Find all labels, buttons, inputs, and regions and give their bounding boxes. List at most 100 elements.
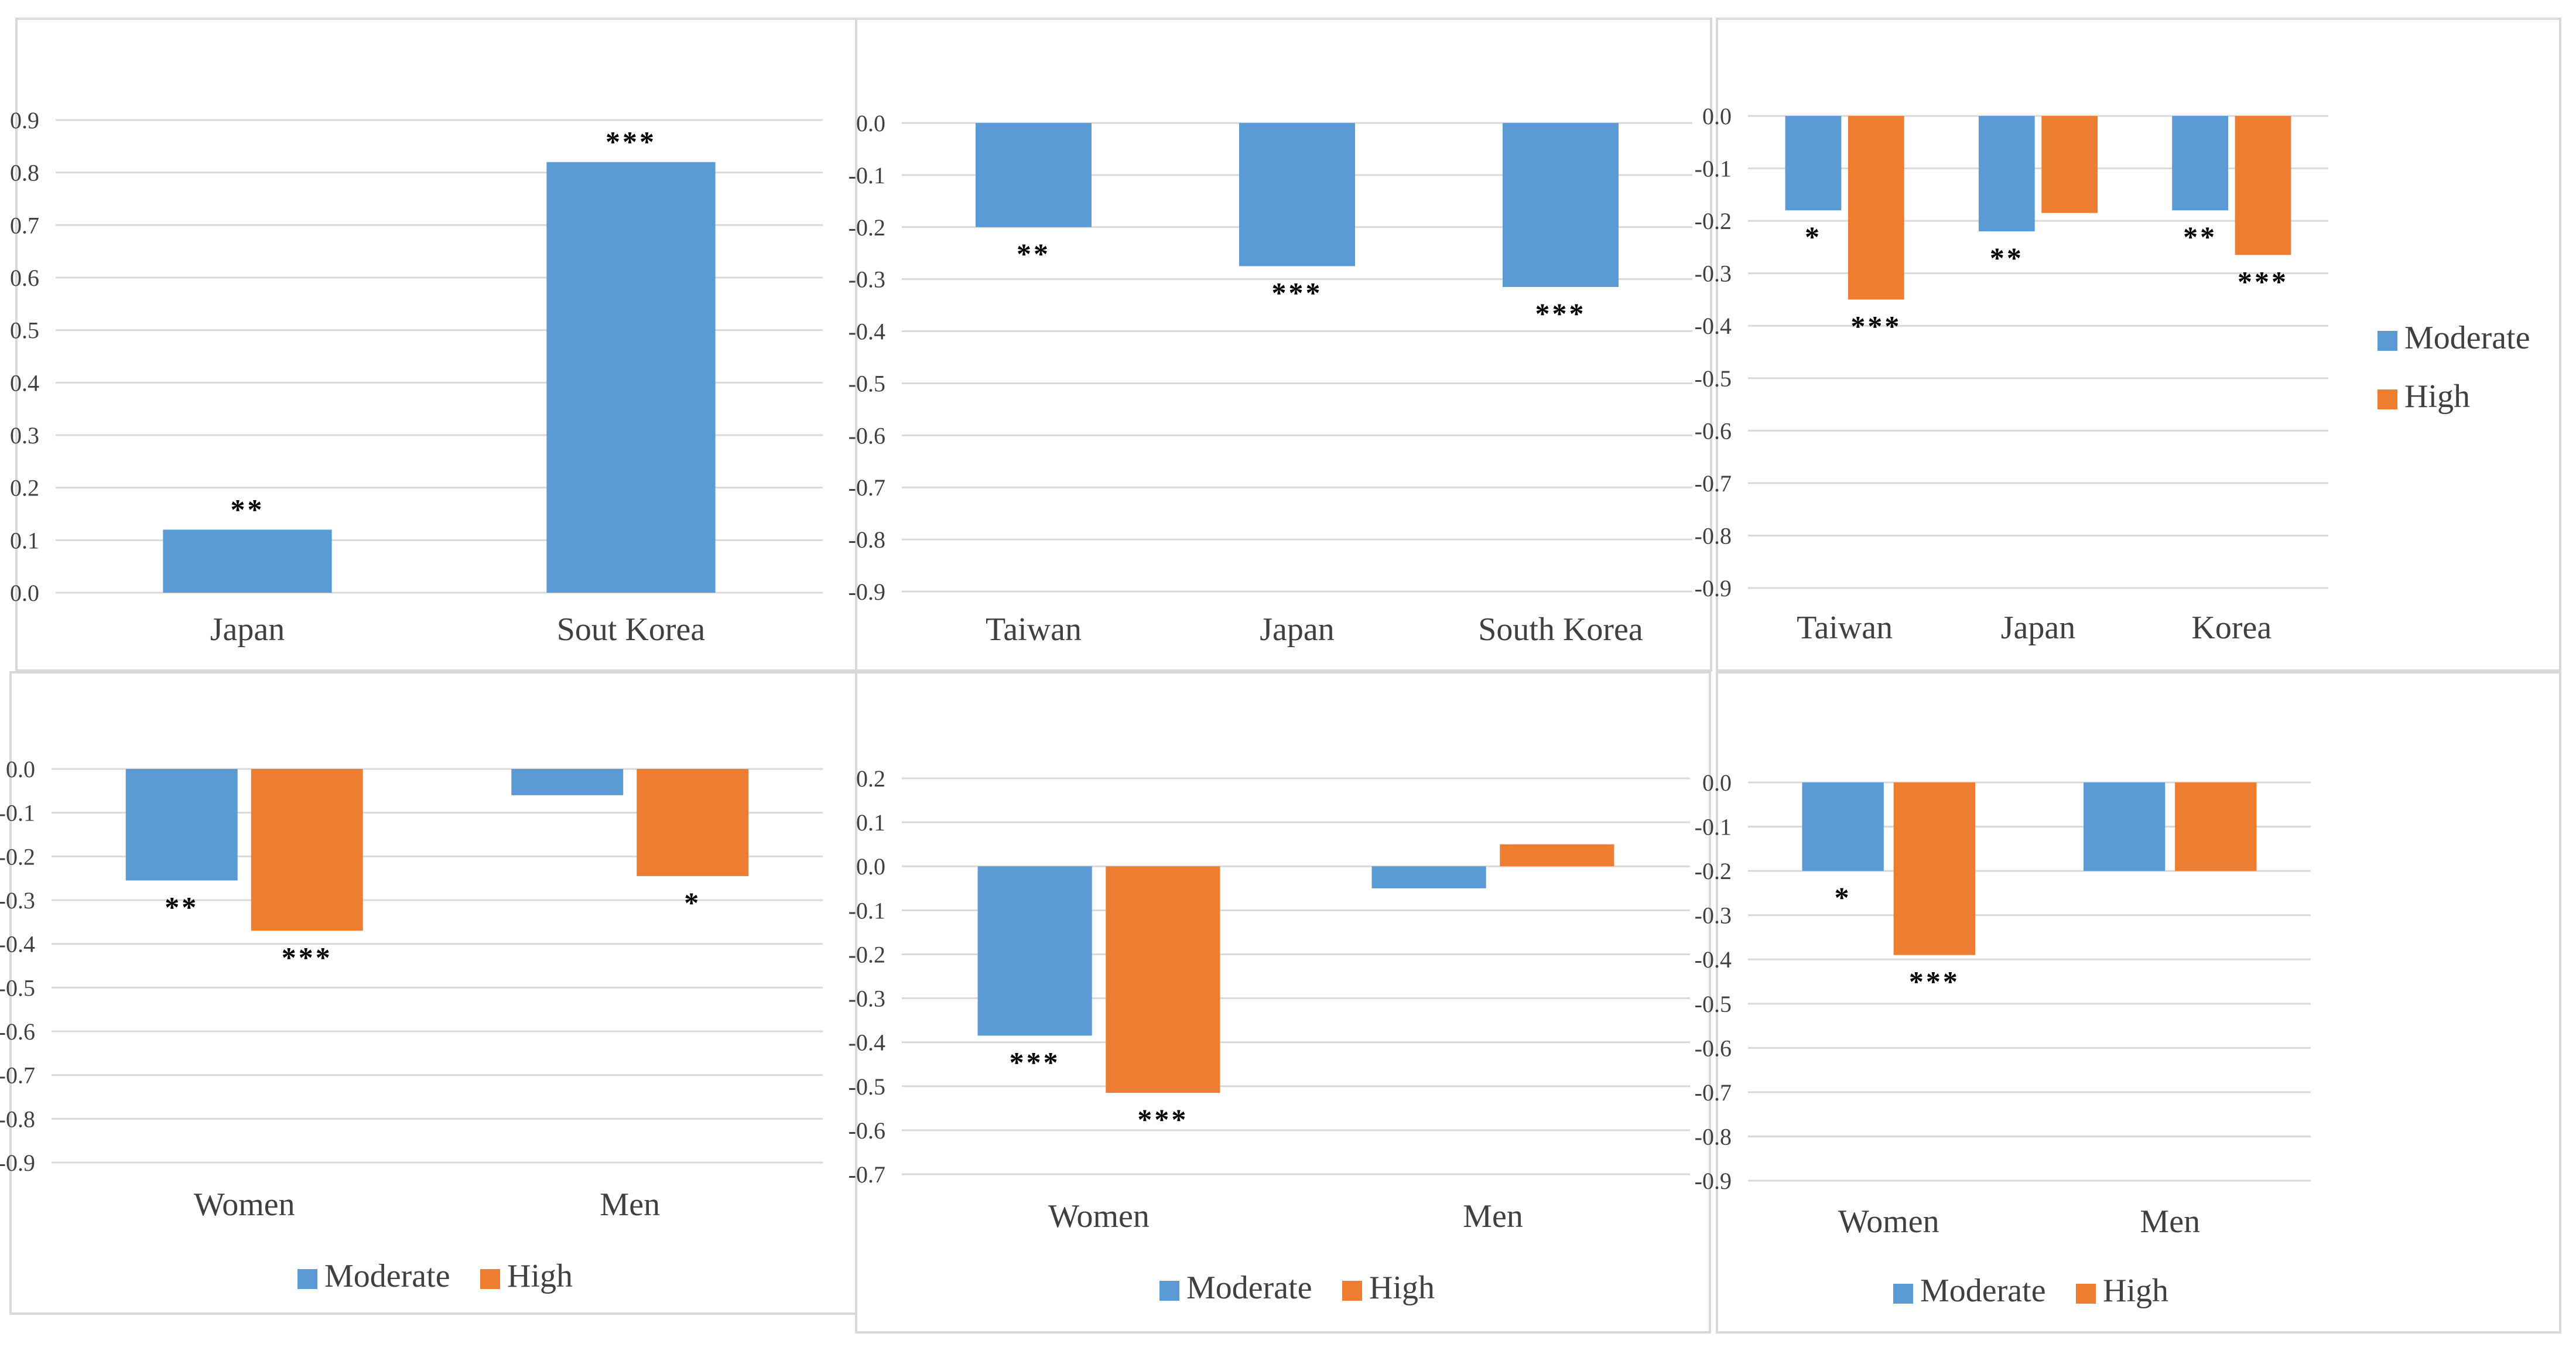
- y-tick-label: 0.1: [856, 809, 885, 836]
- y-tick-label: -0.9: [1695, 575, 1732, 601]
- y-tick-label: 0.0: [10, 580, 39, 606]
- legend-swatch-high: [2377, 389, 2397, 409]
- y-tick-label: 0.2: [856, 765, 885, 792]
- y-tick-label: -0.6: [849, 422, 885, 449]
- legend-label-high: High: [507, 1258, 573, 1294]
- y-tick-label: -0.4: [0, 931, 35, 958]
- y-tick-label: -0.1: [849, 162, 885, 189]
- x-category-label: Women: [1048, 1198, 1150, 1235]
- y-tick-label: -0.5: [1695, 365, 1732, 392]
- significance-label: ***: [2238, 265, 2288, 298]
- y-tick-label: -0.9: [1695, 1168, 1732, 1194]
- bar-high-korea: [2235, 116, 2291, 255]
- bar-value-taiwan: [976, 123, 1092, 227]
- bar-moderate-men: [1371, 866, 1486, 888]
- significance-label: **: [231, 493, 265, 525]
- y-tick-label: -0.4: [849, 1030, 885, 1056]
- significance-label: *: [1805, 220, 1822, 253]
- chart-frame: [15, 18, 858, 672]
- y-tick-label: -0.8: [0, 1106, 35, 1132]
- y-tick-label: -0.6: [1695, 1035, 1732, 1061]
- bar-value-sout-korea: [546, 162, 716, 593]
- legend-swatch-moderate: [2377, 331, 2397, 351]
- significance-label: *: [684, 886, 701, 919]
- chart-frame: [855, 18, 1712, 672]
- bar-moderate-taiwan: [1785, 116, 1842, 211]
- legend: Moderate High: [1893, 1273, 2168, 1309]
- y-tick-label: -0.7: [1695, 470, 1732, 497]
- significance-label: **: [1017, 237, 1051, 270]
- y-tick-label: -0.3: [1695, 902, 1732, 929]
- y-tick-label: -0.2: [1695, 208, 1732, 234]
- legend-swatch-moderate: [1159, 1281, 1179, 1301]
- x-category-label: Taiwan: [986, 611, 1082, 648]
- y-tick-label: -0.9: [849, 579, 885, 605]
- significance-label: ***: [605, 125, 656, 158]
- y-tick-label: 0.0: [1702, 770, 1732, 796]
- bar-high-taiwan: [1848, 116, 1904, 300]
- y-tick-label: -0.3: [1695, 261, 1732, 287]
- y-tick-label: 0.1: [10, 527, 39, 553]
- legend-label-high: High: [1369, 1270, 1435, 1306]
- y-tick-label: 0.0: [856, 110, 885, 136]
- x-category-label: Men: [1463, 1198, 1523, 1235]
- y-tick-label: -0.6: [1695, 418, 1732, 444]
- x-category-label: Japan: [1260, 611, 1335, 648]
- legend: Moderate High: [2377, 320, 2530, 415]
- bar-high-women: [1106, 866, 1220, 1093]
- chart-e: -0.7 -0.6 -0.5 -0.4 -0.3 -0.2 -0.1 0.0 0.1 0.2 ***…: [849, 671, 1711, 1334]
- bar-high-men: [637, 769, 749, 876]
- y-tick-label: 0.4: [10, 370, 39, 396]
- y-tick-label: -0.7: [849, 1161, 885, 1188]
- bar-high-women: [1893, 782, 1976, 955]
- significance-label: ***: [1272, 276, 1323, 309]
- y-tick-label: -0.3: [849, 986, 885, 1012]
- bar-high-japan: [2041, 116, 2098, 213]
- chart-c: -0.9 -0.8 -0.7 -0.6 -0.5 -0.4 -0.3 -0.2 -0.1 0.0 *…: [1695, 18, 2561, 672]
- y-tick-label: -0.3: [849, 266, 885, 293]
- y-tick-label: 0.0: [856, 853, 885, 880]
- legend-swatch-high: [2076, 1284, 2096, 1304]
- y-tick-label: 0.2: [10, 475, 39, 501]
- y-tick-label: 0.0: [6, 756, 35, 782]
- significance-label: **: [165, 890, 199, 923]
- y-tick-label: -0.2: [849, 941, 885, 967]
- chart-b: -0.9 -0.8 -0.7 -0.6 -0.5 -0.4 -0.3 -0.2 -0.1 0.0 *…: [849, 18, 1712, 672]
- significance-label: ***: [1535, 297, 1586, 330]
- y-tick-label: -0.4: [1695, 313, 1732, 339]
- legend-swatch-moderate: [297, 1269, 317, 1289]
- x-category-label: Sout Korea: [557, 611, 706, 648]
- y-tick-label: -0.1: [1695, 156, 1732, 182]
- y-tick-label: -0.1: [0, 800, 35, 826]
- significance-label: ***: [282, 941, 333, 973]
- bar-value-japan: [1239, 123, 1355, 266]
- y-tick-label: -0.7: [849, 474, 885, 501]
- y-tick-label: -0.5: [849, 370, 885, 396]
- y-tick-label: 0.8: [10, 160, 39, 186]
- y-tick-label: -0.1: [1695, 814, 1732, 840]
- y-tick-label: -0.2: [1695, 858, 1732, 884]
- chart-f: -0.9 -0.8 -0.7 -0.6 -0.5 -0.4 -0.3 -0.2 -0.1 0.0 *…: [1695, 671, 2561, 1334]
- legend-label-moderate: Moderate: [1186, 1270, 1312, 1306]
- y-tick-label: 0.6: [10, 265, 39, 291]
- bar-value-south-korea: [1503, 123, 1619, 287]
- bar-high-men: [2175, 782, 2257, 871]
- bar-moderate-men: [511, 769, 624, 795]
- y-tick-label: -0.4: [849, 319, 885, 345]
- significance-label: ***: [1010, 1045, 1060, 1078]
- y-tick-label: -0.5: [0, 975, 35, 1001]
- bar-moderate-japan: [1978, 116, 2035, 232]
- x-category-label: Japan: [2001, 610, 2076, 646]
- y-tick-label: -0.9: [0, 1150, 35, 1176]
- y-tick-label: -0.8: [849, 527, 885, 553]
- chart-d: -0.9 -0.8 -0.7 -0.6 -0.5 -0.4 -0.3 -0.2 -0.1 0.0 *…: [0, 671, 857, 1315]
- y-tick-label: 0.3: [10, 422, 39, 449]
- legend-label-high: High: [2103, 1273, 2168, 1309]
- y-tick-label: -0.3: [0, 887, 35, 914]
- significance-label: **: [2183, 220, 2217, 253]
- legend: Moderate High: [297, 1258, 573, 1294]
- significance-label: ***: [1137, 1103, 1188, 1136]
- bar-high-women: [251, 769, 363, 931]
- x-category-label: Japan: [210, 611, 285, 648]
